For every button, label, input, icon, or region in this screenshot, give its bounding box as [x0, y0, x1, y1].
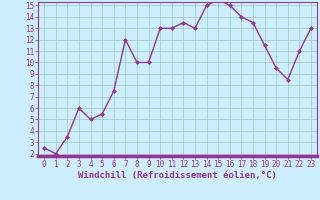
X-axis label: Windchill (Refroidissement éolien,°C): Windchill (Refroidissement éolien,°C) — [78, 171, 277, 180]
